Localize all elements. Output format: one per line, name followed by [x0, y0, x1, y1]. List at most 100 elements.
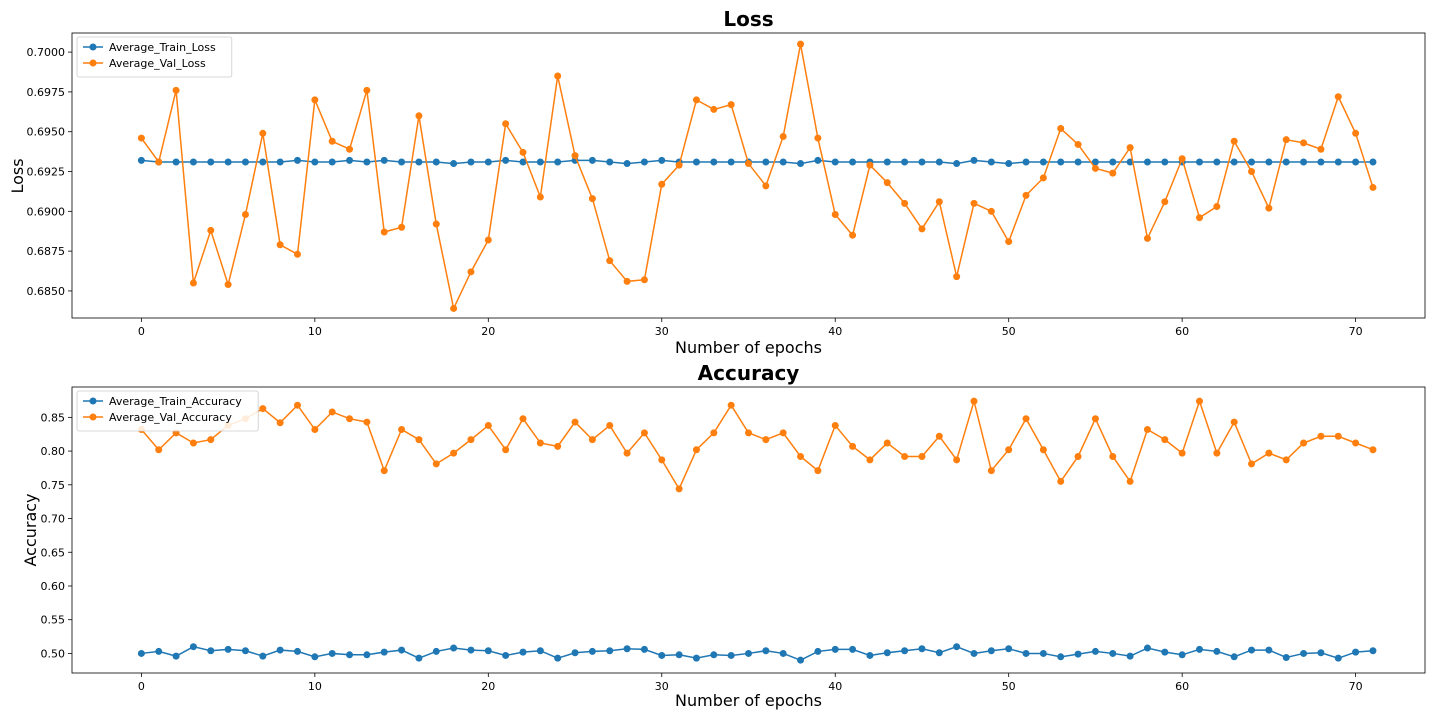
loss-data-point: [450, 304, 458, 312]
accuracy-x-axis-label: Number of epochs: [675, 691, 822, 710]
accuracy-data-point: [259, 405, 267, 413]
accuracy-data-point: [519, 415, 527, 423]
accuracy-data-point: [536, 647, 544, 655]
accuracy-x-tick-label: 40: [828, 680, 842, 693]
loss-data-point: [224, 281, 232, 289]
loss-y-tick-label: 0.6975: [27, 86, 66, 99]
accuracy-data-point: [1265, 646, 1273, 654]
accuracy-y-tick-label: 0.55: [41, 614, 66, 627]
accuracy-data-point: [987, 647, 995, 655]
loss-data-point: [1369, 183, 1377, 191]
accuracy-data-point: [901, 452, 909, 460]
accuracy-data-point: [588, 436, 596, 444]
loss-x-tick-label: 0: [138, 325, 145, 338]
accuracy-legend-box: [76, 390, 259, 432]
loss-data-point: [259, 158, 267, 166]
accuracy-data-point: [189, 439, 197, 447]
accuracy-data-point: [1317, 432, 1325, 440]
loss-data-point: [554, 158, 562, 166]
accuracy-data-point: [883, 649, 891, 657]
loss-data-point: [502, 120, 510, 128]
loss-data-point: [883, 158, 891, 166]
accuracy-data-point: [970, 397, 978, 405]
accuracy-data-point: [710, 651, 718, 659]
loss-data-point: [276, 158, 284, 166]
accuracy-data-point: [554, 442, 562, 450]
accuracy-data-point: [675, 485, 683, 493]
loss-chart-title: Loss: [723, 7, 773, 31]
accuracy-data-point: [953, 643, 961, 651]
accuracy-data-point: [1109, 649, 1117, 657]
accuracy-data-point: [814, 647, 822, 655]
accuracy-data-point: [207, 647, 215, 655]
accuracy-data-point: [1196, 645, 1203, 653]
accuracy-data-point: [1039, 649, 1047, 657]
accuracy-data-point: [1300, 649, 1308, 657]
accuracy-data-point: [1248, 460, 1256, 468]
accuracy-data-point: [484, 647, 492, 655]
loss-data-point: [797, 160, 805, 168]
accuracy-data-point: [623, 645, 631, 653]
loss-data-point: [1091, 164, 1099, 172]
loss-data-point: [797, 40, 805, 48]
accuracy-data-point: [779, 429, 787, 437]
accuracy-legend: Average_Train_Accuracy Average_Val_Accura…: [76, 390, 259, 432]
accuracy-data-point: [398, 426, 406, 433]
accuracy-data-point: [692, 446, 700, 454]
accuracy-data-point: [1143, 644, 1151, 652]
loss-legend-label: Average_Train_Loss: [109, 41, 216, 54]
loss-data-point: [1143, 234, 1151, 242]
accuracy-data-point: [849, 645, 857, 653]
loss-data-point: [987, 158, 995, 166]
accuracy-data-point: [328, 649, 336, 657]
accuracy-data-point: [1196, 397, 1203, 405]
loss-y-tick-label: 0.6850: [27, 285, 66, 298]
loss-data-point: [398, 223, 406, 231]
accuracy-data-point: [1074, 452, 1082, 460]
loss-data-point: [1022, 191, 1030, 199]
accuracy-data-point: [1334, 654, 1342, 662]
accuracy-data-point: [1161, 648, 1169, 656]
accuracy-data-point: [189, 643, 197, 651]
loss-legend-marker: [89, 43, 97, 51]
accuracy-data-point: [502, 446, 510, 454]
loss-data-point: [398, 158, 406, 166]
accuracy-legend-marker: [89, 397, 97, 405]
loss-x-tick-label: 40: [828, 325, 842, 338]
loss-data-point: [1230, 137, 1238, 145]
accuracy-data-point: [1282, 456, 1290, 464]
loss-data-point: [710, 105, 718, 113]
loss-data-point: [1369, 158, 1377, 166]
loss-data-point: [1282, 158, 1290, 166]
loss-data-point: [1005, 160, 1013, 168]
accuracy-data-point: [1057, 477, 1065, 485]
loss-data-point: [224, 158, 232, 166]
loss-data-point: [502, 156, 510, 164]
accuracy-data-point: [1213, 647, 1221, 655]
accuracy-data-point: [276, 646, 284, 654]
accuracy-data-point: [502, 651, 510, 659]
loss-y-tick-label: 0.6900: [27, 205, 66, 218]
loss-data-point: [1196, 158, 1203, 166]
loss-data-point: [189, 279, 197, 287]
accuracy-x-tick-label: 20: [481, 680, 495, 693]
accuracy-data-point: [380, 648, 388, 656]
accuracy-data-point: [415, 654, 423, 662]
loss-plot-area: 0 10 20 30 40 50 60 70 0.6850 0.6875 0.6900 0.6925 0…: [27, 32, 1426, 338]
loss-legend-box: [76, 36, 233, 78]
accuracy-data-point: [1005, 446, 1013, 454]
loss-data-point: [588, 156, 596, 164]
loss-data-point: [1178, 155, 1186, 163]
accuracy-y-tick-label: 0.75: [41, 479, 66, 492]
loss-data-point: [658, 156, 666, 164]
loss-data-point: [918, 225, 926, 233]
accuracy-data-point: [588, 647, 596, 655]
loss-data-point: [762, 182, 770, 190]
loss-data-point: [1161, 198, 1169, 206]
accuracy-data-point: [294, 647, 301, 655]
loss-data-point: [346, 145, 354, 153]
accuracy-data-point: [1109, 452, 1117, 460]
accuracy-data-point: [276, 419, 284, 427]
accuracy-data-point: [692, 654, 700, 662]
